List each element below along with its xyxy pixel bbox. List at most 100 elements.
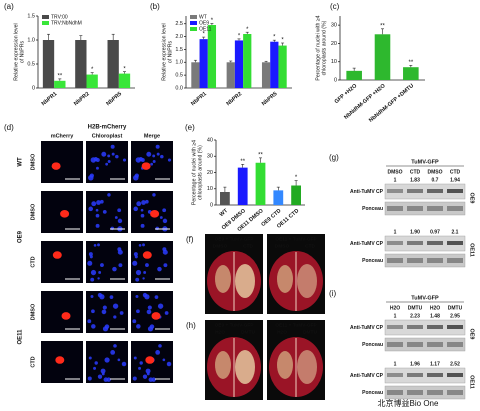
chloroplast [109,295,114,299]
infection-patch [235,264,255,298]
band [427,373,443,377]
line-label: OE11 [469,243,475,257]
micrograph [41,241,83,283]
chloroplast [157,303,164,309]
band [387,390,403,395]
group-label: OE11 [18,329,24,345]
lane-label: DMSO [388,169,403,175]
band [387,342,403,347]
significance: * [91,67,94,73]
chloroplast [162,208,167,213]
nucleus [151,312,161,320]
chloroplast [114,216,118,219]
column-header: Merge [144,133,160,139]
legend-swatch [190,27,197,31]
chloroplast [97,277,100,280]
lane-label: DMSO [213,243,228,249]
band [427,325,443,329]
chloroplast [138,366,142,370]
legend-label: OE9 [199,20,209,26]
significance: ** [240,159,245,165]
band [407,241,423,245]
band [407,390,423,395]
lane-label: DMTU [408,305,423,311]
group-label: OE9 [18,230,24,243]
chloroplast [148,377,154,382]
chloroplast [115,154,119,159]
bar [107,40,119,88]
y-tick-label: 20 [331,41,337,47]
infection-patch [215,351,231,379]
significance: * [246,27,249,33]
plate-title: OE11 + TuMV-GFP [275,236,317,242]
nucleus [145,356,155,364]
significance: * [202,32,205,38]
x-tick-label: GFP +H2O [334,83,359,106]
chloroplast [138,244,142,247]
bar [291,185,301,205]
nucleus [55,356,65,364]
band [447,342,463,347]
legend-swatch [42,15,49,19]
quant: 1 [394,361,397,367]
chloroplast [117,208,122,213]
significance: * [238,33,241,39]
plate-title: OE9 + TuMV-GFP [215,322,255,328]
bar [42,40,55,88]
x-tick-label: WT [219,208,230,219]
chloroplast [100,368,106,374]
band [447,325,463,329]
significance: * [273,35,276,41]
quant: 2.52 [450,361,460,367]
lane-label: H2O [390,305,400,311]
band [407,325,423,329]
chloroplast [145,199,149,204]
lane-label: H2O [215,329,225,335]
chloroplast [97,374,103,379]
chloroplast [97,243,100,247]
chloroplast [146,151,152,157]
panel-label: (b) [150,2,160,11]
row-label: Anti-TuMV CP [350,373,384,379]
chloroplast [136,201,142,207]
chloroplast [159,216,163,219]
band [387,373,403,377]
y-axis-title: Percentage of nuclei with ≥4 [315,15,321,80]
nucleus [150,210,160,218]
band [447,241,463,245]
band [407,373,423,377]
bar [191,62,200,88]
bar [273,190,284,205]
chloroplast [162,247,167,252]
chloroplast [96,200,101,205]
lane-label: DMTU [448,305,463,311]
band [387,241,403,245]
quant: 0.7 [432,177,439,183]
y-tick-label: 0.5 [175,73,183,79]
chloroplast [101,372,105,376]
lane-label: CTD [305,243,315,249]
chloroplast [140,213,145,218]
y-tick-label: 1.5 [27,13,35,19]
chloroplast [112,266,117,272]
chloroplast [118,263,123,268]
legend-label: TRV:NbNdhM [51,20,82,26]
band [427,189,443,193]
group-label: WT [18,157,24,167]
chloroplast [95,208,99,212]
line-label: OE9 [469,192,475,203]
chloroplast [100,263,104,267]
chloroplast [155,144,160,149]
lane-label: CTD [450,169,461,175]
chloroplast [122,158,127,162]
chloroplast [107,160,111,164]
quant: 1 [394,229,397,235]
y-tick-label: 30 [207,154,213,160]
significance: * [281,38,284,44]
chloroplast [87,260,93,266]
y-tick-label: 0 [210,202,213,208]
treatment: TuMV-GFP [411,295,439,301]
bar [278,45,287,88]
chloroplast [102,326,109,332]
